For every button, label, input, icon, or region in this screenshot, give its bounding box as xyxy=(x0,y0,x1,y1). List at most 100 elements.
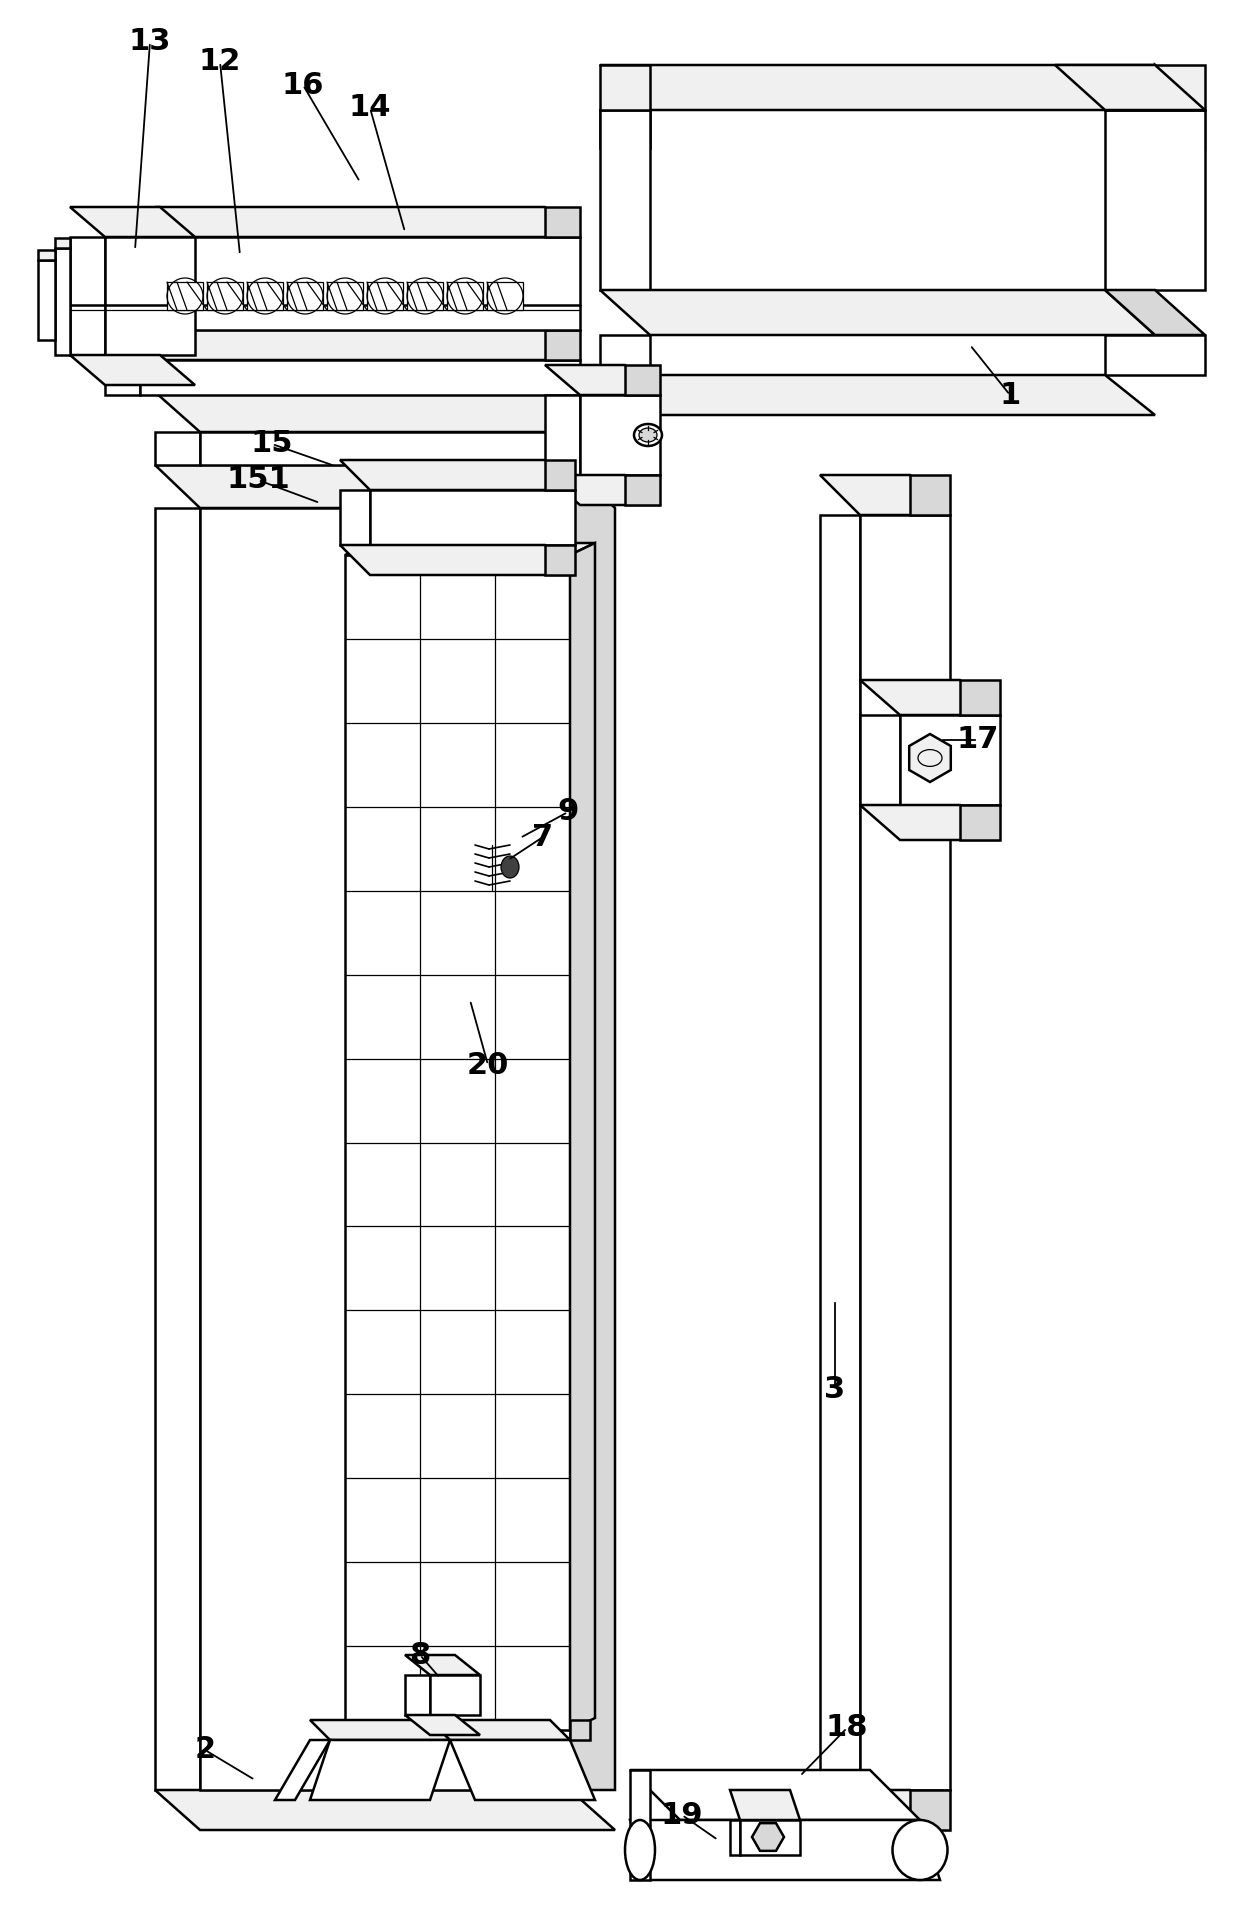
Polygon shape xyxy=(405,1676,430,1714)
Polygon shape xyxy=(446,281,484,310)
Polygon shape xyxy=(1105,111,1205,291)
Polygon shape xyxy=(340,490,370,545)
Text: 14: 14 xyxy=(348,94,392,122)
Polygon shape xyxy=(38,260,55,341)
Polygon shape xyxy=(600,111,650,291)
Polygon shape xyxy=(155,465,615,509)
Polygon shape xyxy=(630,1819,940,1880)
Polygon shape xyxy=(600,65,1205,111)
Polygon shape xyxy=(200,432,570,465)
Polygon shape xyxy=(730,1819,740,1856)
Text: 9: 9 xyxy=(557,798,579,826)
Polygon shape xyxy=(910,1791,950,1831)
Text: 13: 13 xyxy=(129,27,171,57)
Polygon shape xyxy=(861,515,950,1791)
Polygon shape xyxy=(405,1655,480,1676)
Text: 17: 17 xyxy=(957,725,999,754)
Polygon shape xyxy=(55,237,69,249)
Polygon shape xyxy=(155,207,580,237)
Text: 20: 20 xyxy=(466,1050,510,1079)
Polygon shape xyxy=(546,207,580,237)
Polygon shape xyxy=(190,237,580,331)
Polygon shape xyxy=(960,805,999,840)
Polygon shape xyxy=(600,65,650,111)
Text: 2: 2 xyxy=(195,1735,216,1764)
Polygon shape xyxy=(407,281,443,310)
Text: 151: 151 xyxy=(226,465,290,494)
Text: 7: 7 xyxy=(532,823,553,851)
Polygon shape xyxy=(69,207,195,237)
Polygon shape xyxy=(1105,65,1205,111)
Ellipse shape xyxy=(639,429,657,442)
Polygon shape xyxy=(247,281,283,310)
Polygon shape xyxy=(310,1720,450,1741)
Polygon shape xyxy=(1055,65,1205,111)
Polygon shape xyxy=(570,543,595,1729)
Text: 16: 16 xyxy=(281,71,324,99)
Polygon shape xyxy=(625,365,660,394)
Polygon shape xyxy=(155,1791,615,1831)
Polygon shape xyxy=(430,1720,570,1741)
Polygon shape xyxy=(450,1741,595,1800)
Polygon shape xyxy=(155,432,200,465)
Polygon shape xyxy=(570,1720,590,1741)
Text: 15: 15 xyxy=(250,430,293,459)
Polygon shape xyxy=(1154,65,1205,147)
Polygon shape xyxy=(340,459,575,490)
Polygon shape xyxy=(580,394,660,474)
Polygon shape xyxy=(207,281,243,310)
Polygon shape xyxy=(546,394,580,474)
Text: 3: 3 xyxy=(825,1375,846,1404)
Polygon shape xyxy=(1105,335,1205,375)
Polygon shape xyxy=(730,1791,800,1819)
Ellipse shape xyxy=(634,425,662,446)
Polygon shape xyxy=(105,237,195,356)
Polygon shape xyxy=(820,474,950,515)
Polygon shape xyxy=(600,111,650,147)
Polygon shape xyxy=(286,281,322,310)
Polygon shape xyxy=(55,249,69,356)
Polygon shape xyxy=(909,735,951,782)
Polygon shape xyxy=(370,490,575,545)
Polygon shape xyxy=(820,515,861,1791)
Polygon shape xyxy=(155,392,615,432)
Polygon shape xyxy=(430,1676,480,1714)
Polygon shape xyxy=(960,679,999,715)
Polygon shape xyxy=(340,545,575,576)
Text: 19: 19 xyxy=(661,1800,703,1829)
Text: 18: 18 xyxy=(826,1714,868,1743)
Polygon shape xyxy=(820,1791,950,1831)
Polygon shape xyxy=(630,1770,650,1880)
Ellipse shape xyxy=(893,1819,947,1880)
Polygon shape xyxy=(487,281,523,310)
Polygon shape xyxy=(740,1819,800,1856)
Polygon shape xyxy=(105,331,580,360)
Polygon shape xyxy=(600,335,650,375)
Polygon shape xyxy=(570,392,615,432)
Polygon shape xyxy=(367,281,403,310)
Polygon shape xyxy=(625,474,660,505)
Polygon shape xyxy=(546,545,575,576)
Polygon shape xyxy=(751,1823,784,1852)
Polygon shape xyxy=(155,237,190,331)
Polygon shape xyxy=(546,365,660,394)
Polygon shape xyxy=(861,679,999,715)
Polygon shape xyxy=(861,805,999,840)
Polygon shape xyxy=(105,360,140,394)
Polygon shape xyxy=(570,465,615,1791)
Text: 1: 1 xyxy=(999,381,1021,409)
Polygon shape xyxy=(600,375,1154,415)
Ellipse shape xyxy=(625,1819,655,1880)
Polygon shape xyxy=(900,715,999,805)
Polygon shape xyxy=(630,1770,920,1819)
Polygon shape xyxy=(345,543,595,555)
Polygon shape xyxy=(38,251,55,260)
Text: 12: 12 xyxy=(198,48,242,77)
Polygon shape xyxy=(275,1741,330,1800)
Polygon shape xyxy=(310,1741,450,1800)
Polygon shape xyxy=(155,509,200,1791)
Ellipse shape xyxy=(501,855,520,878)
Polygon shape xyxy=(1105,291,1205,335)
Polygon shape xyxy=(69,237,105,356)
Polygon shape xyxy=(405,1714,480,1735)
